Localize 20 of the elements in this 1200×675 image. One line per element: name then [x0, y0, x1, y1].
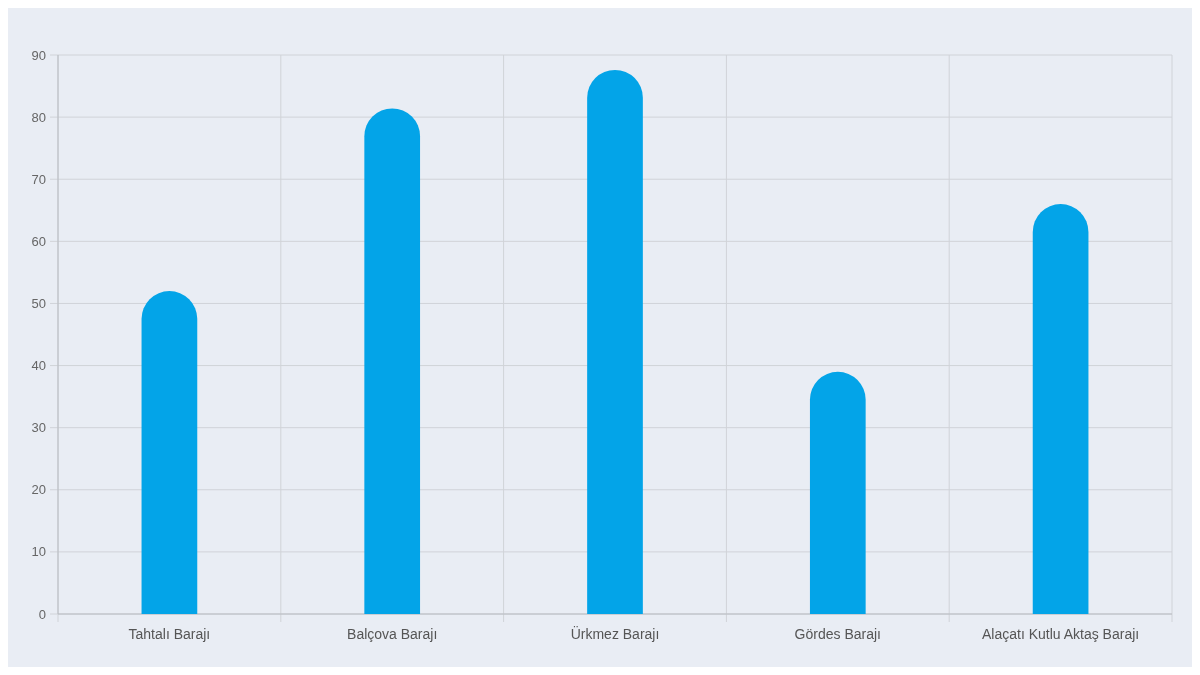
y-tick-label: 40: [31, 358, 46, 374]
y-tick-label: 70: [31, 171, 46, 187]
y-tick-label: 10: [31, 544, 46, 560]
x-tick-label: Balçova Barajı: [347, 626, 438, 642]
x-tick-label: Alaçatı Kutlu Aktaş Barajı: [982, 626, 1140, 642]
y-tick-label: 60: [31, 233, 46, 249]
x-tick-label: Tahtalı Barajı: [128, 626, 211, 642]
x-tick-label: Ürkmez Barajı: [570, 625, 660, 642]
bar: [587, 69, 643, 614]
y-tick-label: 0: [38, 606, 46, 622]
y-tick-label: 90: [31, 47, 46, 63]
bar: [1032, 204, 1089, 614]
x-tick-label: Gördes Barajı: [794, 626, 881, 642]
bar: [141, 291, 198, 614]
y-tick-label: 50: [31, 295, 46, 311]
y-tick-label: 30: [31, 420, 46, 436]
y-tick-label: 80: [31, 109, 46, 125]
y-tick-label: 20: [31, 482, 46, 498]
bar: [364, 108, 421, 614]
bar: [809, 371, 866, 614]
